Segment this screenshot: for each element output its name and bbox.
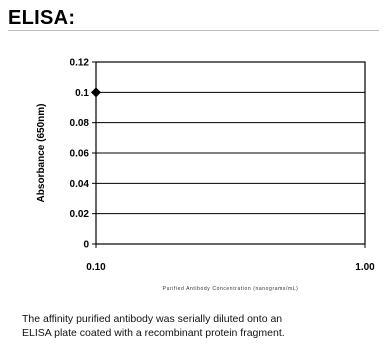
y-axis-ticks: 0 0.02 0.04 0.06 0.08 0.1 0.12: [70, 58, 96, 251]
y-tick-label: 0.08: [70, 118, 90, 129]
y-tick-label: 0.04: [70, 179, 90, 190]
heading-divider: [8, 30, 379, 31]
caption-line-1: The affinity purified antibody was seria…: [22, 313, 283, 325]
section-heading: ELISA:: [8, 7, 76, 29]
y-tick-label: 0.06: [70, 149, 90, 160]
figure-caption: The affinity purified antibody was seria…: [22, 312, 372, 340]
x-tick-label: 1.00: [355, 262, 375, 273]
y-tick-label: 0.02: [70, 209, 90, 220]
caption-line-2: ELISA plate coated with a recombinant pr…: [22, 327, 285, 339]
x-axis-label: Purified Antibody Concentration (nanogra…: [163, 286, 299, 292]
data-points: [91, 87, 101, 98]
elisa-chart: 0 0.02 0.04 0.06 0.08 0.1 0.12 0.10 1.00 Absorb…: [36, 58, 375, 293]
y-axis-label: Absorbance (650nm): [36, 104, 47, 203]
y-tick-label: 0.1: [75, 88, 89, 99]
y-tick-label: 0.12: [70, 58, 90, 69]
x-axis-ticks: 0.10 1.00: [86, 244, 375, 273]
grid-lines: [96, 61, 365, 245]
data-point-marker: [91, 87, 101, 98]
y-tick-label: 0: [83, 240, 89, 251]
x-tick-label: 0.10: [86, 262, 106, 273]
